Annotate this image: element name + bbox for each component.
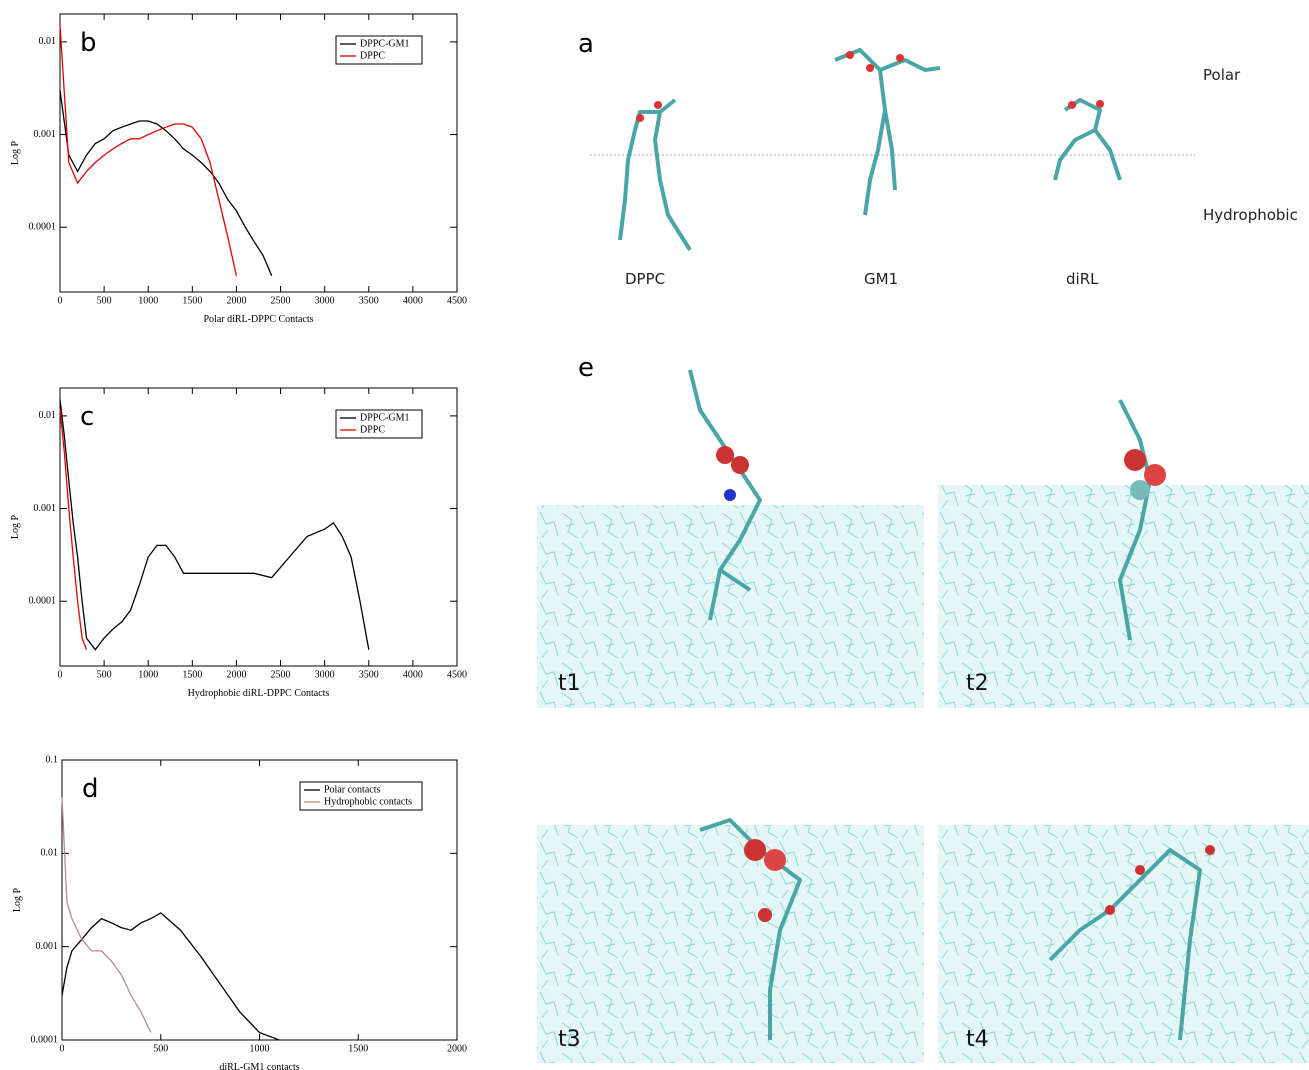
y-tick-label: 0.001 bbox=[34, 129, 57, 140]
y-tick-label: 0.001 bbox=[36, 941, 59, 952]
y-tick-label: 0.01 bbox=[41, 848, 59, 859]
x-axis-label: diRL-GM1 contacts bbox=[219, 1062, 299, 1070]
legend-label: Polar contacts bbox=[324, 784, 380, 795]
series-line bbox=[59, 408, 88, 650]
molecule-snapshot bbox=[688, 369, 1215, 1041]
x-tick-label: 0 bbox=[60, 1043, 65, 1054]
x-tick-label: 4500 bbox=[447, 669, 467, 680]
x-tick-label: 1500 bbox=[348, 1043, 368, 1054]
x-tick-label: 500 bbox=[153, 1043, 168, 1054]
legend-box bbox=[335, 35, 423, 65]
molecule-dppc bbox=[618, 98, 692, 252]
plot-frame bbox=[59, 387, 458, 667]
y-tick-label: 0.0001 bbox=[29, 222, 57, 233]
series-line bbox=[59, 399, 370, 651]
legend-box bbox=[335, 409, 423, 439]
membrane bbox=[537, 825, 924, 1063]
legend-label: DPPC-GM1 bbox=[360, 38, 409, 49]
series-line bbox=[61, 912, 280, 1041]
panel-label: d bbox=[82, 774, 99, 804]
x-tick-label: 4000 bbox=[403, 295, 423, 306]
molecule-label: DPPC bbox=[625, 270, 665, 288]
x-tick-label: 2000 bbox=[447, 1043, 467, 1054]
x-tick-label: 2500 bbox=[271, 669, 291, 680]
x-tick-label: 2000 bbox=[226, 295, 246, 306]
y-axis-label: Log P bbox=[12, 887, 23, 912]
membrane bbox=[537, 505, 924, 708]
legend-label: DPPC-GM1 bbox=[360, 412, 409, 423]
y-axis-label: Log P bbox=[10, 140, 21, 165]
x-axis-label: Hydrophobic diRL-DPPC Contacts bbox=[188, 688, 330, 699]
x-tick-label: 1000 bbox=[250, 1043, 270, 1054]
y-tick-label: 0.01 bbox=[39, 36, 57, 47]
x-tick-label: 0 bbox=[58, 669, 63, 680]
x-tick-label: 1500 bbox=[182, 295, 202, 306]
frame-label: t3 bbox=[558, 1027, 581, 1052]
y-axis-label: Log P bbox=[10, 514, 21, 539]
frame-label: t2 bbox=[966, 671, 989, 696]
x-tick-label: 500 bbox=[97, 295, 112, 306]
molecule-dirl bbox=[1053, 98, 1122, 181]
x-tick-label: 1500 bbox=[182, 669, 202, 680]
panel-label: e bbox=[578, 353, 594, 383]
panel-label: a bbox=[578, 29, 594, 59]
x-tick-label: 2000 bbox=[226, 669, 246, 680]
x-tick-label: 3500 bbox=[359, 669, 379, 680]
panel-label: b bbox=[80, 28, 97, 58]
region-label: Polar bbox=[1203, 66, 1241, 84]
region-label: Hydrophobic bbox=[1203, 206, 1298, 224]
x-tick-label: 1000 bbox=[138, 669, 158, 680]
frame-label: t4 bbox=[966, 1027, 989, 1052]
membrane bbox=[938, 825, 1309, 1063]
x-tick-label: 0 bbox=[58, 295, 63, 306]
series-line bbox=[61, 797, 152, 1033]
molecule-gm1 bbox=[834, 48, 941, 216]
legend-box bbox=[299, 781, 423, 811]
x-tick-label: 4000 bbox=[403, 669, 423, 680]
y-tick-label: 0.0001 bbox=[29, 596, 57, 607]
plot-frame bbox=[59, 13, 458, 293]
y-tick-label: 0.0001 bbox=[31, 1034, 59, 1045]
molecule-label: GM1 bbox=[864, 270, 898, 288]
frame-label: t1 bbox=[558, 671, 581, 696]
x-tick-label: 2500 bbox=[271, 295, 291, 306]
y-tick-label: 0.1 bbox=[46, 754, 59, 765]
x-tick-label: 3000 bbox=[315, 669, 335, 680]
x-tick-label: 3500 bbox=[359, 295, 379, 306]
x-tick-label: 3000 bbox=[315, 295, 335, 306]
panel-label: c bbox=[80, 402, 94, 432]
x-tick-label: 500 bbox=[97, 669, 112, 680]
molecule-label: diRL bbox=[1066, 270, 1099, 288]
legend-label: Hydrophobic contacts bbox=[324, 796, 412, 807]
legend-label: DPPC bbox=[360, 424, 385, 435]
x-tick-label: 1000 bbox=[138, 295, 158, 306]
legend-label: DPPC bbox=[360, 50, 385, 61]
y-tick-label: 0.001 bbox=[34, 503, 57, 514]
series-line bbox=[59, 25, 238, 276]
y-tick-label: 0.01 bbox=[39, 410, 57, 421]
x-tick-label: 4500 bbox=[447, 295, 467, 306]
x-axis-label: Polar diRL-DPPC Contacts bbox=[203, 314, 313, 325]
series-line bbox=[59, 90, 273, 276]
